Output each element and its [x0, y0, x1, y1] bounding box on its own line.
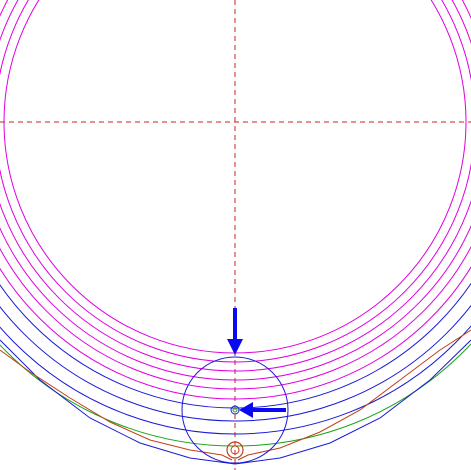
blue-contour-3: [0, 325, 471, 435]
down-arrow-marker[interactable]: [227, 308, 243, 355]
orange-circle-marker[interactable]: [226, 441, 244, 459]
small-circle-marker-inner: [232, 407, 238, 413]
magenta-contour-3: [0, 0, 471, 372]
magenta-contour-2: [0, 0, 471, 363]
orange-cut-profile-right: [237, 329, 471, 461]
blue-contour-2: [0, 304, 471, 422]
magenta-contour-6: [0, 265, 471, 400]
outer-blue-profile: [0, 339, 471, 465]
left-arrow-marker[interactable]: [239, 402, 286, 418]
orange-cut-profile: [0, 349, 233, 461]
orange-circle-marker-inner: [230, 445, 240, 455]
magenta-contour-4: [0, 0, 471, 381]
magenta-contour-5: [0, 245, 471, 390]
tool-circle[interactable]: [181, 356, 289, 464]
